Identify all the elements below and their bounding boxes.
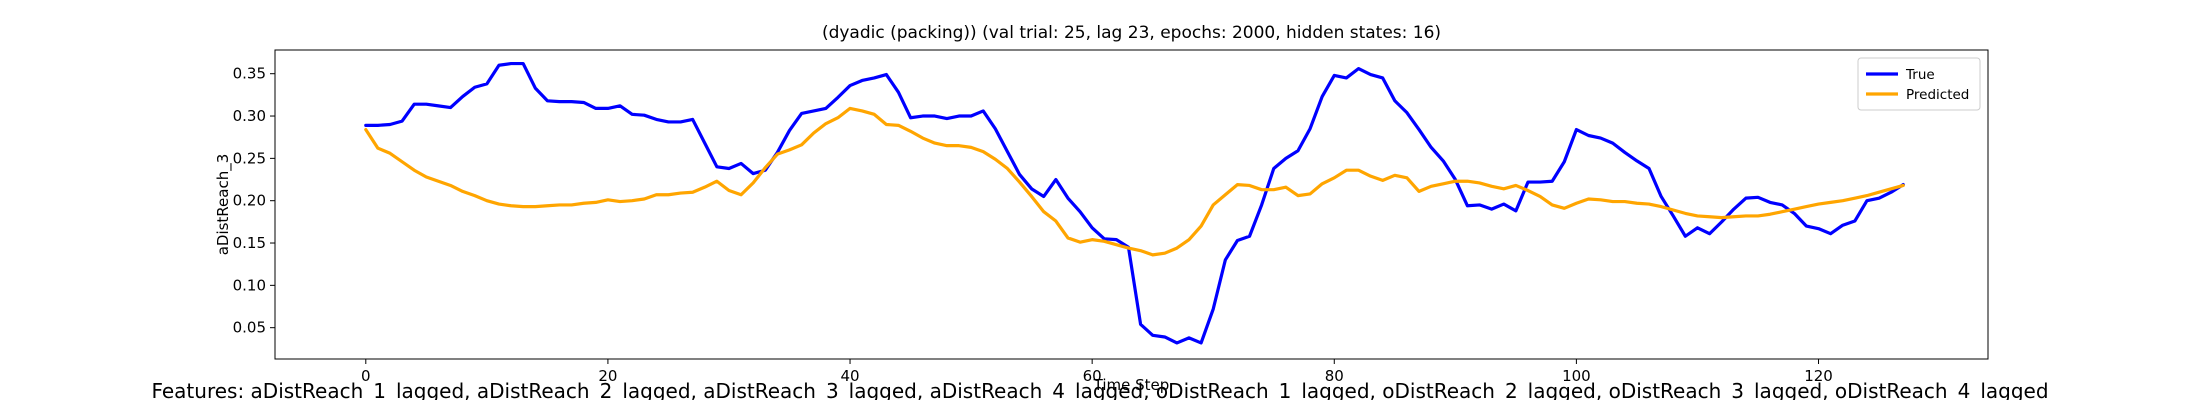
series-line-true xyxy=(364,61,1905,345)
x-axis: 0 20 40 60 80 100 120 xyxy=(361,359,1833,385)
plot-frame xyxy=(274,49,1989,360)
features-caption: Features: aDistReach_1_lagged, aDistReac… xyxy=(151,379,2048,400)
x-tick-label: 0 xyxy=(361,367,371,385)
y-axis: 0.05 0.10 0.15 0.20 0.25 0.30 0.35 xyxy=(233,65,275,337)
y-tick-label: 0.35 xyxy=(233,65,266,83)
y-tick-label: 0.10 xyxy=(233,276,266,294)
y-axis-label: aDistReach_3 xyxy=(214,154,233,256)
x-tick-label: 60 xyxy=(1083,367,1102,385)
legend: True Predicted xyxy=(1857,57,1981,111)
y-tick-label: 0.30 xyxy=(233,107,266,125)
x-tick-label: 80 xyxy=(1325,367,1344,385)
x-tick-label: 40 xyxy=(840,367,859,385)
x-tick-label: 120 xyxy=(1804,367,1833,385)
y-tick-label: 0.15 xyxy=(233,234,266,252)
series-line-predicted xyxy=(364,106,1905,257)
y-tick-label: 0.20 xyxy=(233,192,266,210)
x-axis-label: Time Step xyxy=(1093,376,1170,394)
legend-label-true: True xyxy=(1905,67,1935,83)
series-layer xyxy=(364,61,1905,345)
x-tick-label: 20 xyxy=(598,367,617,385)
y-tick-label: 0.25 xyxy=(233,149,266,167)
chart-title: (dyadic (packing)) (val trial: 25, lag 2… xyxy=(822,23,1441,43)
x-tick-label: 100 xyxy=(1562,367,1591,385)
legend-box xyxy=(1857,57,1981,111)
plot-area xyxy=(364,61,1905,345)
y-tick-label: 0.05 xyxy=(233,319,266,337)
legend-label-predicted: Predicted xyxy=(1906,87,1969,103)
